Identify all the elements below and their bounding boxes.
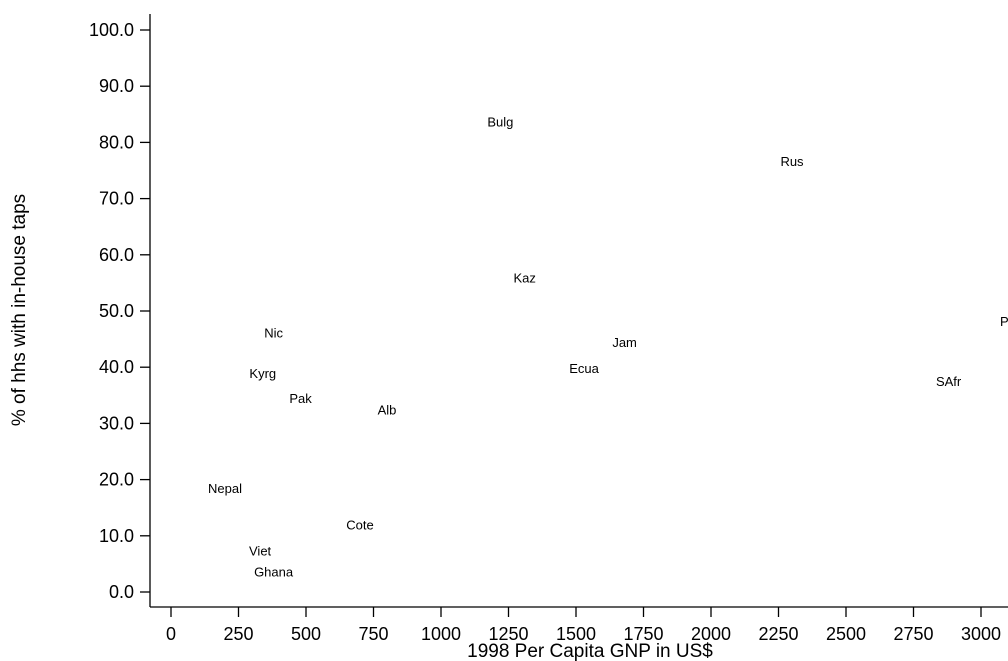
y-tick-label: 10.0	[99, 526, 134, 546]
x-tick-label: 0	[166, 624, 176, 644]
point-label-rus: Rus	[780, 154, 804, 169]
point-label-viet: Viet	[249, 544, 272, 559]
y-tick-label: 70.0	[99, 189, 134, 209]
point-labels: Bulg Rus Kaz Pa Nic Jam Ecua Kyrg SAfr Pak Alb Nepa…	[208, 115, 1008, 580]
x-tick-label: 2750	[893, 624, 933, 644]
point-label-bulg: Bulg	[487, 115, 513, 130]
point-label-cote: Cote	[346, 518, 373, 533]
point-label-pak: Pak	[289, 391, 312, 406]
x-tick-label: 3000	[961, 624, 1001, 644]
point-label-nic: Nic	[264, 325, 283, 340]
y-axis-title: % of hhs with in-house taps	[9, 194, 30, 426]
y-tick-label: 0.0	[109, 582, 134, 602]
y-tick-label: 100.0	[89, 20, 134, 40]
y-tick-label: 40.0	[99, 357, 134, 377]
x-axis-ticks: 0 250 500 750 1000 1250 1500 1750 2000 2250 2500 27…	[166, 607, 1001, 644]
y-tick-label: 20.0	[99, 470, 134, 490]
x-tick-label: 2500	[826, 624, 866, 644]
y-axis-ticks: 0.0 10.0 20.0 30.0 40.0 50.0 60.0 70.0 80.0 90.0 1…	[89, 20, 150, 602]
y-tick-label: 30.0	[99, 413, 134, 433]
x-tick-label: 1250	[488, 624, 528, 644]
point-label-pa: Pa	[1000, 314, 1008, 329]
x-tick-label: 250	[223, 624, 253, 644]
y-tick-label: 50.0	[99, 301, 134, 321]
point-label-kyrg: Kyrg	[249, 366, 276, 381]
x-axis-title: 1998 Per Capita GNP in US$	[467, 641, 713, 661]
x-tick-label: 1000	[421, 624, 461, 644]
point-label-kaz: Kaz	[513, 270, 535, 285]
point-label-nepal: Nepal	[208, 481, 242, 496]
point-label-ecua: Ecua	[569, 361, 599, 376]
point-label-alb: Alb	[378, 402, 397, 417]
y-tick-label: 80.0	[99, 132, 134, 152]
point-label-ghana: Ghana	[254, 564, 294, 579]
x-tick-label: 500	[291, 624, 321, 644]
x-tick-label: 2250	[758, 624, 798, 644]
x-tick-label: 1750	[623, 624, 663, 644]
x-tick-label: 750	[358, 624, 388, 644]
point-label-safr: SAfr	[936, 374, 962, 389]
y-tick-label: 60.0	[99, 245, 134, 265]
x-tick-label: 2000	[691, 624, 731, 644]
y-tick-label: 90.0	[99, 76, 134, 96]
point-label-jam: Jam	[612, 335, 637, 350]
x-tick-label: 1500	[556, 624, 596, 644]
